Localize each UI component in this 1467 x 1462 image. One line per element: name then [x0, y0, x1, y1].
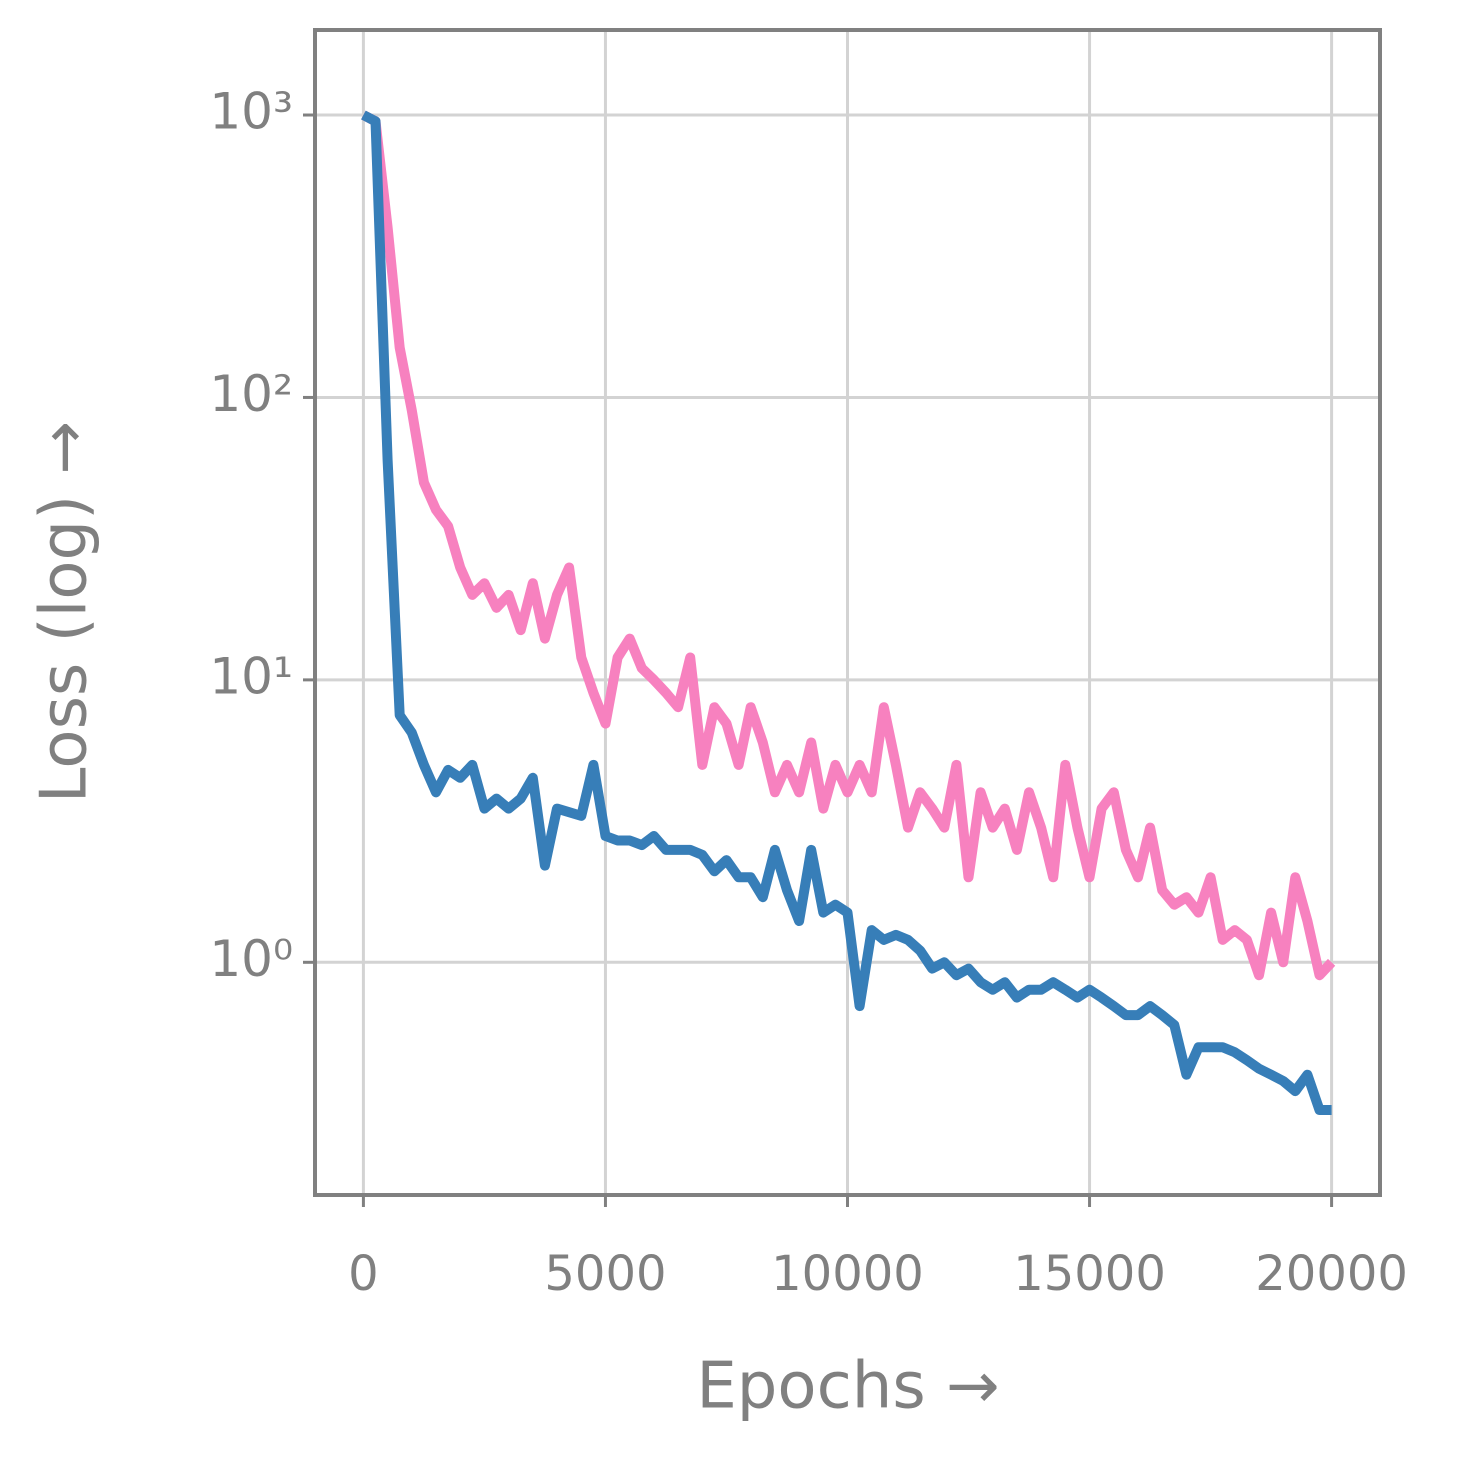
x-tick-label: 15000 [1013, 1246, 1166, 1302]
y-tick-label: 10¹ [209, 647, 293, 705]
x-tick-label: 10000 [771, 1246, 924, 1302]
series-line [361, 110, 1332, 1115]
plot-frame [313, 28, 1382, 1197]
y-tick-label: 10⁰ [209, 930, 293, 988]
x-tick-label: 0 [348, 1246, 379, 1302]
series-line [361, 110, 1336, 981]
x-axis-label: Epochs → [696, 1350, 999, 1424]
y-tick-label: 10² [209, 365, 293, 423]
x-tick-label: 5000 [544, 1246, 666, 1302]
y-axis-label: Loss (log) → [28, 421, 102, 803]
y-tick-label: 10³ [209, 83, 293, 141]
x-tick-label: 20000 [1255, 1246, 1408, 1302]
